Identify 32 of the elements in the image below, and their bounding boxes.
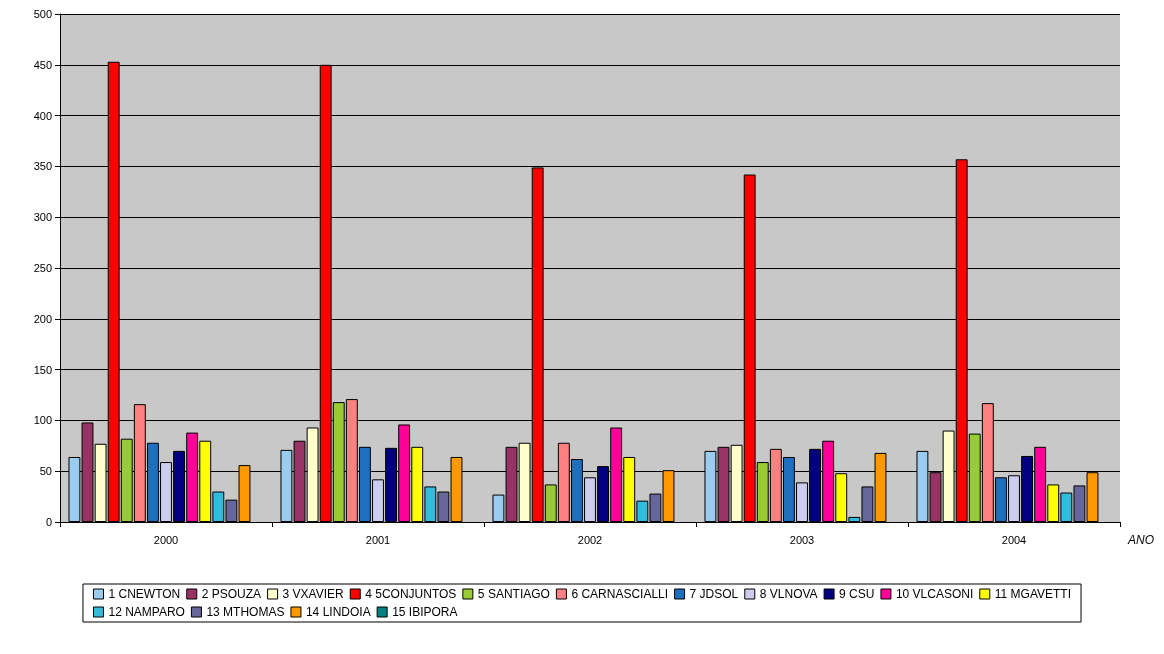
legend-label: 10 VLCASONI (895, 587, 974, 601)
x-tick-label: 2002 (577, 533, 603, 546)
x-axis-title: ANO (1127, 533, 1155, 547)
y-tick-label: 500 (33, 8, 52, 20)
legend-label: 12 NAMPARO (108, 605, 185, 619)
legend-label: 14 LINDOIA (305, 605, 371, 619)
y-tick-label: 200 (33, 312, 52, 325)
legend-label: 5 SANTIAGO (477, 587, 550, 601)
y-tick-label: 0 (45, 516, 52, 528)
y-tick-label: 250 (33, 262, 52, 274)
x-tick-label: 2004 (1001, 533, 1027, 546)
x-tick-label: 2000 (153, 533, 179, 546)
y-tick-label: 350 (33, 160, 52, 173)
x-tick-label: 2003 (789, 533, 815, 546)
legend-label: 6 CARNASCIALLI (571, 587, 669, 601)
y-tick-label: 300 (33, 211, 52, 224)
legend-label: 8 VLNOVA (759, 587, 818, 601)
legend-label: 1 CNEWTON (108, 587, 181, 601)
legend-label: 13 MTHOMAS (206, 605, 285, 619)
legend-label: 4 5CONJUNTOS (365, 587, 457, 601)
y-tick-label: 400 (33, 109, 52, 122)
legend-label: 3 VXAVIER (282, 587, 345, 601)
x-tick-label: 2001 (365, 533, 391, 546)
y-tick-label: 100 (33, 414, 52, 427)
y-tick-label: 450 (33, 58, 52, 71)
legend-label: 2 PSOUZA (201, 587, 262, 601)
y-tick-label: 50 (39, 465, 52, 478)
legend-label: 11 MGAVETTI (994, 587, 1072, 601)
legend-label: 7 JDSOL (689, 587, 739, 601)
legend-label: 9 CSU (839, 587, 875, 601)
legend-label: 15 IBIPORA (392, 605, 458, 619)
y-tick-label: 150 (33, 363, 52, 376)
